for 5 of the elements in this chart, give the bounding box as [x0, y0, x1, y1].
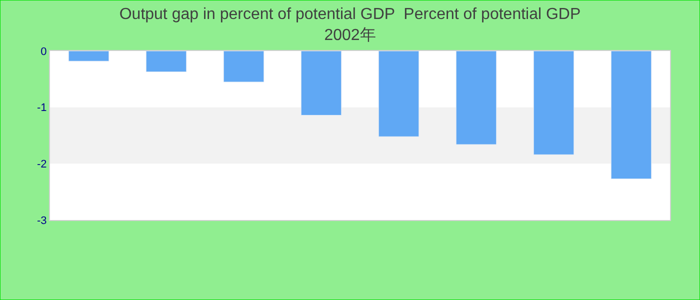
chart-title: Output gap in percent of potential GDP Percent of potential GDP 2002年: [119, 6, 581, 44]
y-tick-label: -3: [37, 214, 47, 227]
y-tick-label: 0: [40, 46, 47, 58]
y-tick-label: -1: [37, 102, 47, 114]
y-tick-label: -2: [37, 158, 47, 171]
